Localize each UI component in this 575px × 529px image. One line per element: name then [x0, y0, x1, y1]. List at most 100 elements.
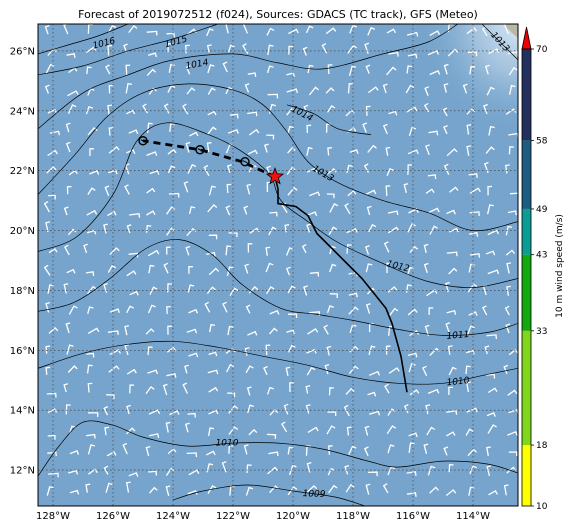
wind-barb	[107, 210, 117, 217]
wind-barb	[364, 245, 370, 255]
wind-barb	[406, 31, 419, 37]
wind-barb	[126, 368, 137, 375]
wind-barb	[346, 244, 352, 254]
wind-barb	[424, 86, 430, 97]
wind-barb	[269, 485, 279, 494]
wind-barb	[288, 45, 293, 55]
wind-barb	[248, 128, 260, 136]
wind-barb	[487, 387, 498, 394]
wind-barb	[145, 445, 151, 457]
wind-barb	[466, 145, 472, 156]
wind-barb	[368, 471, 378, 477]
wind-barb	[507, 210, 517, 216]
wind-barb	[328, 226, 338, 236]
wind-barb	[387, 210, 399, 216]
wind-barb	[427, 388, 440, 395]
wind-barb	[449, 186, 459, 193]
wind-barb	[507, 389, 518, 396]
wind-barb	[467, 283, 478, 293]
wind-barb	[328, 484, 338, 494]
wind-barb	[109, 247, 120, 256]
wind-barb	[307, 64, 314, 74]
wind-barb	[505, 108, 517, 115]
wind-barb	[486, 334, 498, 339]
wind-barb	[408, 126, 416, 136]
wind-barb	[367, 144, 377, 153]
isobar-1011	[38, 239, 518, 336]
wind-barb	[486, 446, 491, 457]
wind-barb	[283, 403, 289, 415]
colorbar-tick-label: 58	[536, 136, 548, 146]
wind-barb	[485, 373, 496, 379]
wind-barb	[506, 285, 511, 296]
wind-barb	[87, 126, 98, 136]
wind-barb	[462, 83, 468, 94]
wind-barb	[67, 365, 78, 373]
wind-barb	[123, 43, 128, 53]
wind-barb	[162, 383, 168, 396]
wind-barb	[408, 363, 416, 373]
tc-forecast-point	[240, 157, 250, 167]
isobar-label: 1009	[302, 489, 326, 500]
wind-barb	[265, 262, 274, 273]
wind-barb	[86, 66, 92, 75]
wind-barb	[48, 472, 59, 478]
wind-barb	[126, 427, 136, 435]
wind-barb	[208, 409, 219, 415]
wind-barb	[221, 461, 227, 473]
wind-barb	[387, 466, 396, 476]
wind-barb	[147, 52, 158, 58]
wind-barb	[428, 307, 434, 315]
wind-barb	[86, 209, 98, 216]
wind-barb	[146, 187, 156, 194]
wind-barb	[407, 352, 418, 358]
wind-barb	[146, 30, 158, 36]
wind-barb	[69, 489, 80, 495]
wind-barb	[306, 124, 312, 134]
colorbar-segment	[522, 330, 531, 446]
tc-track-forecast	[142, 139, 276, 178]
wind-barb	[44, 84, 50, 94]
wind-barb	[345, 483, 355, 493]
wind-barb	[448, 366, 457, 376]
wind-barb	[203, 164, 210, 177]
wind-barb	[244, 263, 250, 274]
tc-forecast-point-mark	[140, 139, 146, 143]
colorbar-tick-label: 33	[536, 327, 547, 337]
wind-barb	[468, 173, 478, 178]
wind-barb	[226, 164, 232, 173]
wind-barb	[222, 61, 228, 73]
wind-barb	[422, 365, 428, 376]
wind-barb	[47, 149, 58, 157]
wind-barb	[186, 328, 198, 334]
wind-barb	[327, 147, 332, 156]
wind-barb	[406, 65, 413, 74]
wind-barb	[427, 465, 436, 476]
wind-barb	[167, 165, 176, 174]
wind-barb	[508, 146, 514, 155]
wind-barb	[488, 48, 500, 55]
wind-barb	[247, 149, 258, 155]
wind-barb	[244, 347, 250, 356]
wind-barb	[124, 184, 130, 195]
wind-barb	[346, 426, 352, 436]
wind-barb	[407, 223, 416, 233]
tc-forecast-points	[138, 136, 250, 167]
colorbar-tick-label: 18	[536, 441, 548, 451]
wind-barb	[185, 141, 191, 153]
wind-barb	[207, 485, 217, 495]
wind-barb	[286, 329, 295, 335]
wind-barb	[226, 183, 232, 193]
wind-barb	[146, 151, 158, 157]
wind-barb	[225, 205, 231, 216]
wind-barb	[484, 345, 490, 355]
wind-barb	[306, 484, 318, 493]
isobar-label: 1010	[216, 439, 239, 449]
wind-barb	[429, 70, 441, 76]
wind-barb	[382, 483, 389, 494]
wind-barb	[266, 433, 277, 439]
wind-barb	[403, 404, 409, 414]
wind-barb	[207, 110, 217, 116]
wind-barb	[443, 163, 450, 175]
lat-tick-label: 12°N	[10, 466, 35, 477]
